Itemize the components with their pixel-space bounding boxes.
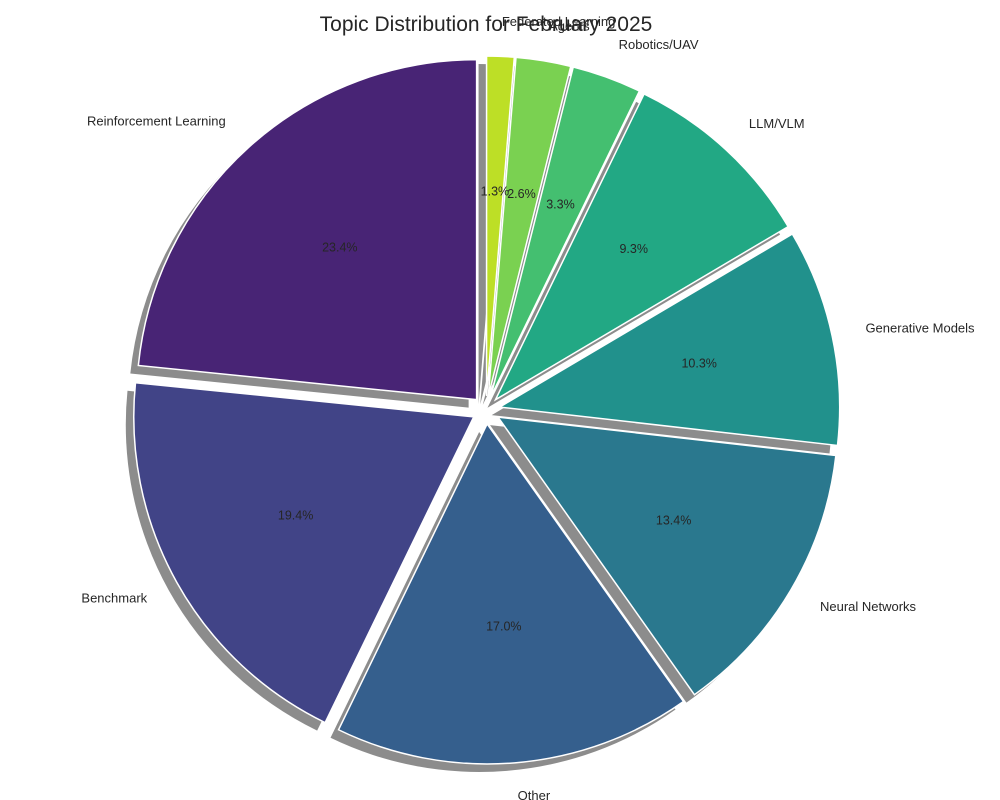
slices <box>133 55 841 765</box>
percent-label-robotics-uav: 3.3% <box>546 197 575 211</box>
percent-label-agents: 2.6% <box>507 187 536 201</box>
chart-title: Topic Distribution for February 2025 <box>320 13 653 36</box>
pie-slice-generative-models <box>497 232 841 447</box>
pie-slice-robotics-uav <box>490 66 641 398</box>
slice-label-other: Other <box>518 788 551 800</box>
percent-label-other: 17.0% <box>486 620 521 634</box>
slice-label-generative-models: Generative Models <box>865 320 975 335</box>
percent-label-neural-networks: 13.4% <box>656 513 691 527</box>
percent-label-benchmark: 19.4% <box>278 509 313 523</box>
pie-slice-neural-networks <box>496 416 837 696</box>
pie-slice-federated-learning <box>485 55 516 397</box>
slice-label-benchmark: Benchmark <box>81 590 147 605</box>
slice-label-neural-networks: Neural Networks <box>820 599 917 614</box>
pie-slice-reinforcement-learning <box>137 58 478 401</box>
percent-label-generative-models: 10.3% <box>681 357 716 371</box>
percent-label-reinforcement-learning: 23.4% <box>322 241 357 255</box>
slice-label-federated-learning: Federated Learning <box>502 14 615 29</box>
percent-label-federated-learning: 1.3% <box>481 184 510 198</box>
pie-slice-other <box>337 422 685 765</box>
slice-label-llm-vlm: LLM/VLM <box>749 116 805 131</box>
pie-slice-benchmark <box>133 381 475 724</box>
percent-label-llm-vlm: 9.3% <box>619 242 648 256</box>
slice-label-robotics-uav: Robotics/UAV <box>619 37 699 52</box>
pie-slice-agents <box>487 56 572 397</box>
pie-slice-llm-vlm <box>493 92 790 402</box>
slice-label-agents: Agents <box>549 19 590 34</box>
slice-label-reinforcement-learning: Reinforcement Learning <box>87 114 226 129</box>
percent-labels: 23.4% 19.4% 17.0% 13.4% 10.3% 9.3% 3.3% 2.6%1.3… <box>278 184 717 633</box>
slice-labels: Reinforcement Learning Benchmark Other Neur… <box>81 14 975 800</box>
